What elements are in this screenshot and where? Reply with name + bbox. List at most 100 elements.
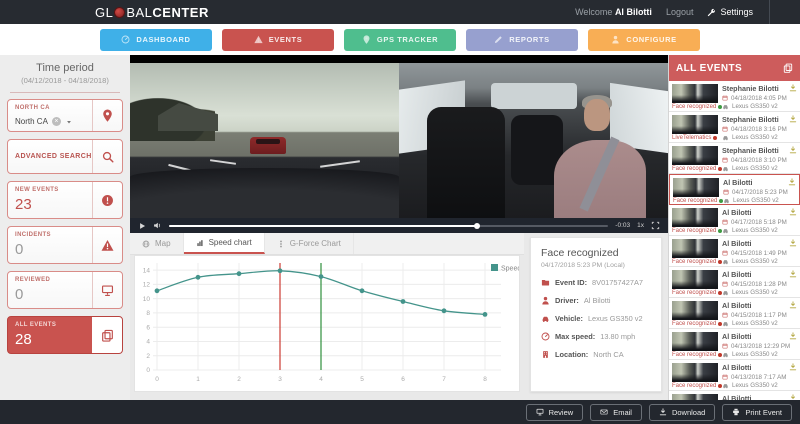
event-thumbnail[interactable] (672, 394, 718, 400)
copy-icon[interactable] (783, 63, 793, 73)
svg-text:0: 0 (146, 367, 150, 374)
event-list-item[interactable]: Face recognized Al Bilotti 04/17/2018 5:… (669, 205, 800, 236)
download-button[interactable]: Download (648, 403, 716, 421)
download-icon (659, 408, 667, 416)
email-button[interactable]: Email (590, 403, 642, 421)
calendar-icon (722, 157, 728, 163)
nav-tab-configure[interactable]: CONFIGURE (588, 28, 700, 51)
event-status-dot (718, 167, 723, 171)
event-list-item[interactable]: Face recognized Al Bilotti 04/13/2018 12… (669, 329, 800, 360)
location-pin-button[interactable] (92, 100, 122, 131)
download-icon[interactable] (789, 394, 797, 400)
svg-text:Speed: Speed (501, 266, 519, 273)
chevron-down-icon[interactable] (65, 118, 73, 126)
welcome-text: Welcome Al Bilotti (575, 7, 652, 17)
new-events-label: NEW EVENTS (15, 187, 59, 193)
front-camera-view (130, 63, 399, 218)
pin-icon (362, 35, 371, 44)
event-status-dot (718, 384, 723, 388)
button-label: Email (613, 407, 632, 417)
advanced-search-card[interactable]: ADVANCED SEARCH (7, 139, 123, 174)
event-thumbnail[interactable] (672, 146, 718, 165)
play-button[interactable] (138, 222, 146, 230)
download-icon[interactable] (789, 239, 797, 247)
download-icon[interactable] (788, 178, 796, 186)
nav-tab-dashboard[interactable]: DASHBOARD (100, 28, 212, 51)
nav-tab-reports[interactable]: REPORTS (466, 28, 578, 51)
new-events-card[interactable]: NEW EVENTS 23 (7, 181, 123, 219)
event-thumbnail[interactable] (672, 84, 718, 103)
speed-chart[interactable]: 02468101214012345678Speed (135, 256, 521, 389)
event-thumbnail[interactable] (672, 239, 718, 258)
all-events-card[interactable]: ALL EVENTS 28 (7, 316, 123, 354)
top-right-menu: Welcome Al Bilotti Logout Settings (575, 0, 800, 24)
nav-tab-events[interactable]: EVENTS (222, 28, 334, 51)
events-list[interactable]: Face recognized Stephanie Bilotti 04/18/… (669, 81, 800, 400)
event-thumbnail[interactable] (672, 301, 718, 320)
advanced-search-label: ADVANCED SEARCH (15, 153, 92, 160)
settings-menu[interactable]: Settings (707, 0, 770, 24)
tab-map[interactable]: Map (130, 233, 184, 254)
event-summary: Stephanie Bilotti 04/18/2018 3:10 PM Lex… (722, 143, 800, 172)
event-thumbnail[interactable] (672, 270, 718, 289)
event-list-item[interactable]: Face recognized Al Bilotti 04/15/2018 1:… (669, 236, 800, 267)
event-driver-name: Al Bilotti (722, 332, 752, 341)
event-detail-wrap: Face recognized 04/17/2018 5:23 PM (Loca… (524, 233, 668, 400)
volume-icon[interactable] (153, 221, 162, 230)
main-area: Time period (04/12/2018 - 04/18/2018) NO… (0, 55, 800, 400)
search-button[interactable] (92, 140, 122, 173)
download-icon[interactable] (789, 301, 797, 309)
event-thumbnail[interactable] (673, 178, 719, 197)
clear-filter-icon[interactable]: × (51, 117, 61, 126)
reviewed-count: 0 (15, 286, 24, 303)
svg-text:1: 1 (196, 376, 200, 383)
event-thumbnail[interactable] (672, 115, 718, 134)
event-list-item[interactable]: LiveTelematics Stephanie Bilotti 04/18/2… (669, 112, 800, 143)
field-value: Al Bilotti (583, 296, 611, 305)
event-date-row: 04/15/2018 1:49 PM (722, 250, 800, 257)
event-list-item[interactable]: Face recognized Al Bilotti 04/15/2018 1:… (669, 298, 800, 329)
location-select[interactable]: North CA × (15, 117, 92, 126)
reviewed-card[interactable]: REVIEWED 0 (7, 271, 123, 309)
calendar-icon (722, 312, 728, 318)
event-tag-label: Face recognized (672, 352, 717, 358)
event-list-item[interactable]: Al Bilotti (669, 391, 800, 400)
event-tag: Face recognized (672, 228, 723, 234)
fullscreen-button[interactable] (651, 221, 660, 230)
folder-icon (541, 278, 550, 287)
download-icon[interactable] (789, 146, 797, 154)
print-event-button[interactable]: Print Event (722, 403, 792, 421)
event-thumbnail[interactable] (672, 208, 718, 227)
event-thumbnail[interactable] (672, 363, 718, 382)
red-car (250, 137, 286, 154)
playback-rate[interactable]: 1x (637, 222, 644, 229)
event-list-item[interactable]: Face recognized Al Bilotti 04/15/2018 1:… (669, 267, 800, 298)
download-icon[interactable] (789, 270, 797, 278)
download-icon[interactable] (789, 84, 797, 92)
field-value: Lexus GS350 v2 (587, 314, 643, 323)
download-icon[interactable] (789, 332, 797, 340)
event-thumbnail[interactable] (672, 332, 718, 351)
download-icon[interactable] (789, 208, 797, 216)
event-summary: Al Bilotti 04/17/2018 5:23 PM Lexus GS35… (723, 175, 799, 204)
video-player[interactable]: -0:03 1x (130, 55, 668, 233)
event-list-item[interactable]: Face recognized Al Bilotti 04/13/2018 7:… (669, 360, 800, 391)
review-button[interactable]: Review (525, 403, 584, 421)
event-list-item[interactable]: Face recognized Stephanie Bilotti 04/18/… (669, 81, 800, 112)
nav-tab-gps-tracker[interactable]: GPS TRACKER (344, 28, 456, 51)
tab-g-force-chart[interactable]: G-Force Chart (265, 233, 354, 254)
seek-bar[interactable] (169, 222, 609, 229)
download-icon[interactable] (789, 115, 797, 123)
tab-speed-chart[interactable]: Speed chart (183, 233, 265, 254)
event-list-item[interactable]: Face recognized Al Bilotti 04/17/2018 5:… (669, 174, 800, 205)
event-vehicle: Lexus GS350 v2 (732, 165, 778, 172)
incidents-card[interactable]: INCIDENTS 0 (7, 226, 123, 264)
event-driver-name: Al Bilotti (722, 270, 752, 279)
speed-chart-panel: 02468101214012345678Speed (134, 255, 521, 392)
event-list-item[interactable]: Face recognized Stephanie Bilotti 04/18/… (669, 143, 800, 174)
event-driver-name: Al Bilotti (722, 301, 752, 310)
seek-knob[interactable] (473, 222, 480, 229)
event-vehicle-row: Lexus GS350 v2 (722, 165, 800, 172)
download-icon[interactable] (789, 363, 797, 371)
logout-link[interactable]: Logout (665, 7, 694, 17)
